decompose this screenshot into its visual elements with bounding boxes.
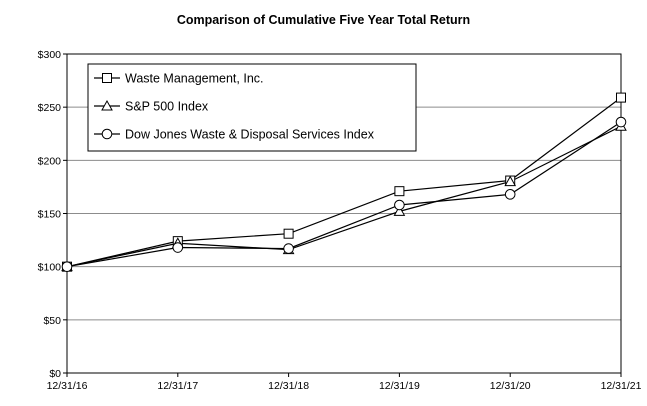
data-point-triangle: [504, 175, 517, 187]
data-point-square: [283, 228, 294, 239]
legend: Waste Management, Inc. S&P 500 Index Dow J…: [87, 63, 417, 152]
x-tick-label: 12/31/19: [379, 380, 420, 392]
series-line-square: [66, 97, 622, 268]
data-point-square: [394, 186, 405, 197]
y-tick-label: $150: [38, 209, 62, 221]
legend-marker-square: [102, 73, 112, 83]
x-tick-label: 12/31/20: [490, 380, 531, 392]
x-tick-label: 12/31/18: [268, 380, 309, 392]
chart-title: Comparison of Cumulative Five Year Total…: [176, 13, 471, 27]
y-tick-label: $300: [38, 49, 62, 61]
data-point-circle: [394, 199, 405, 211]
series-line-circle: [66, 121, 622, 268]
data-point-triangle: [393, 205, 406, 216]
legend-box: [87, 63, 417, 152]
legend-label: S&P 500 Index: [125, 100, 209, 114]
y-tick-label: $250: [38, 102, 62, 114]
data-point-circle: [283, 243, 294, 254]
legend-marker-circle: [101, 128, 113, 140]
data-point-square: [616, 92, 626, 103]
legend-label: Dow Jones Waste & Disposal Services Inde…: [125, 128, 375, 142]
data-point-circle: [61, 261, 73, 272]
legend-marker-triangle: [101, 99, 113, 111]
x-axis: 12/31/16 12/31/17 12/31/18 12/31/19 12/31/20…: [47, 373, 642, 392]
series-line-triangle: [66, 125, 622, 268]
x-tick-label: 12/31/17: [157, 380, 198, 392]
y-tick-label: $100: [38, 262, 62, 274]
data-point-circle: [615, 116, 627, 128]
y-axis: $0 $50 $100 $150 $200 $250 $300: [38, 49, 67, 380]
x-tick-label: 12/31/16: [47, 380, 88, 392]
x-tick-label: 12/31/21: [601, 380, 642, 392]
y-tick-label: $0: [49, 368, 61, 380]
data-point-circle: [504, 189, 516, 200]
data-point-circle: [172, 242, 184, 253]
y-tick-label: $50: [43, 315, 61, 327]
legend-label: Waste Management, Inc.: [125, 72, 264, 86]
y-tick-label: $200: [38, 155, 62, 167]
series-lines: [61, 92, 627, 272]
